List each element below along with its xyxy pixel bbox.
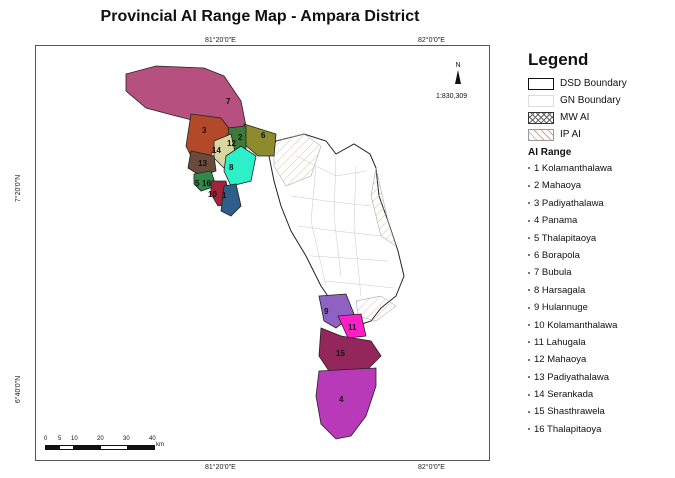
coord-left-upper: 7°20'0"N bbox=[15, 174, 23, 203]
map-frame: 7 3 2 12 6 14 8 13 5 16 10 1 9 11 15 4 bbox=[35, 45, 490, 461]
ip-symbol bbox=[528, 128, 554, 141]
legend-dsd-label: DSD Boundary bbox=[560, 78, 627, 89]
district-map: 7 3 2 12 6 14 8 13 5 16 10 1 9 11 15 4 bbox=[125, 65, 405, 440]
scale-tick-20: 20 bbox=[97, 436, 104, 442]
scale-tick-40: 40 bbox=[149, 436, 156, 442]
ai-item: 8 Harsagala bbox=[528, 282, 668, 299]
ai-item: 7 Bubula bbox=[528, 264, 668, 281]
mw-symbol bbox=[528, 111, 554, 124]
ai-item: 6 Borapola bbox=[528, 247, 668, 264]
ip-ai-south bbox=[355, 295, 397, 322]
label-kolamanthalawa-10: 10 bbox=[208, 190, 217, 199]
label-serankada: 14 bbox=[212, 146, 221, 155]
ai-item: 2 Mahaoya bbox=[528, 177, 668, 194]
dsd-symbol bbox=[528, 77, 554, 90]
legend-dsd: DSD Boundary bbox=[528, 75, 668, 92]
scale-tick-0: 0 bbox=[44, 436, 48, 442]
map-title: Provincial AI Range Map - Ampara Distric… bbox=[100, 8, 420, 25]
label-padiyathalawa-13: 13 bbox=[198, 159, 207, 168]
scale-ratio: 1:830,309 bbox=[436, 93, 468, 100]
coord-top-left: 81°20'0"E bbox=[205, 37, 236, 44]
coord-bottom-left: 81°20'0"E bbox=[205, 464, 236, 471]
label-hulannuge: 9 bbox=[324, 307, 329, 316]
gn-symbol bbox=[528, 94, 554, 107]
label-mahaoya-12: 12 bbox=[227, 139, 236, 148]
region-kolamanthalawa-1 bbox=[220, 183, 242, 217]
ai-item: 9 Hulannuge bbox=[528, 299, 668, 316]
ai-range-title: AI Range bbox=[528, 147, 572, 158]
legend-mw-label: MW AI bbox=[560, 112, 590, 123]
ai-item: 11 Lahugala bbox=[528, 334, 668, 351]
district-outline bbox=[268, 133, 405, 327]
ai-item: 16 Thalapitaoya bbox=[528, 421, 668, 438]
scale-tick-10: 10 bbox=[71, 436, 78, 442]
north-arrow: N bbox=[443, 62, 473, 84]
region-thalapitaoya bbox=[193, 170, 217, 192]
label-thalapitaoya-5: 5 bbox=[195, 179, 200, 188]
legend-gn-label: GN Boundary bbox=[560, 95, 621, 106]
legend-ip: IP AI bbox=[528, 126, 668, 143]
label-panama: 4 bbox=[339, 395, 344, 404]
ai-range-list: 1 Kolamanthalawa 2 Mahaoya 3 Padiyathala… bbox=[528, 160, 668, 438]
region-shasthrawela bbox=[318, 327, 382, 375]
label-bubula: 7 bbox=[226, 97, 231, 106]
region-lahugala bbox=[337, 313, 367, 339]
label-mahaoya: 2 bbox=[238, 133, 243, 142]
scale-tick-30: 30 bbox=[123, 436, 130, 442]
label-lahugala: 11 bbox=[348, 323, 357, 332]
legend-title: Legend bbox=[528, 50, 589, 69]
label-kolamanthalawa-1: 1 bbox=[222, 191, 227, 200]
coord-left-lower: 6°40'0"N bbox=[15, 375, 23, 404]
label-shasthrawela: 15 bbox=[336, 349, 345, 358]
ai-item: 14 Serankada bbox=[528, 386, 668, 403]
legend-mw: MW AI bbox=[528, 109, 668, 126]
ai-item: 1 Kolamanthalawa bbox=[528, 160, 668, 177]
legend: Legend DSD Boundary GN Boundary MW AI IP… bbox=[528, 50, 668, 438]
ip-ai-east bbox=[370, 167, 397, 247]
ai-item: 12 Mahaoya bbox=[528, 351, 668, 368]
scale-bar: 0 5 10 20 30 40 km bbox=[44, 436, 164, 456]
ai-item: 5 Thalapitaoya bbox=[528, 230, 668, 247]
scale-tick-5: 5 bbox=[58, 436, 62, 442]
legend-ip-label: IP AI bbox=[560, 129, 581, 140]
label-borapola: 6 bbox=[261, 131, 266, 140]
north-arrow-icon bbox=[455, 70, 461, 84]
north-label: N bbox=[455, 62, 461, 69]
ai-item: 15 Shasthrawela bbox=[528, 403, 668, 420]
ai-item: 4 Panama bbox=[528, 212, 668, 229]
ip-ai-north bbox=[273, 133, 322, 187]
label-thalapitaoya-16: 16 bbox=[202, 179, 211, 188]
coord-bottom-right: 82°0'0"E bbox=[418, 464, 445, 471]
ai-item: 10 Kolamanthalawa bbox=[528, 317, 668, 334]
scale-unit: km bbox=[156, 442, 164, 448]
label-harsagala: 8 bbox=[229, 163, 234, 172]
label-padiyathalawa: 3 bbox=[202, 126, 207, 135]
region-panama bbox=[315, 367, 377, 440]
ai-item: 3 Padiyathalawa bbox=[528, 195, 668, 212]
region-harsagala bbox=[223, 145, 257, 187]
gn-boundaries bbox=[290, 155, 395, 297]
legend-gn: GN Boundary bbox=[528, 92, 668, 109]
coord-top-right: 82°0'0"E bbox=[418, 37, 445, 44]
ai-item: 13 Padiyathalawa bbox=[528, 369, 668, 386]
